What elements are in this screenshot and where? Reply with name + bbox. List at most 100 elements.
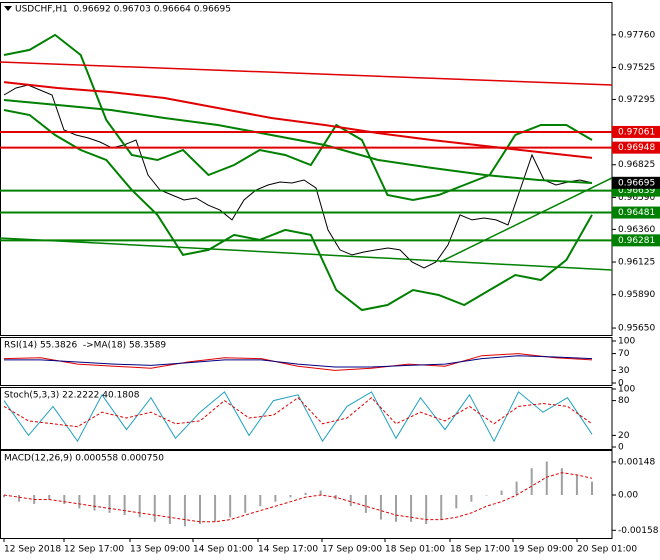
series-line: [3, 397, 593, 428]
level-label: 0.96281: [618, 236, 655, 246]
level-box: [612, 141, 660, 154]
macd-bar: [440, 495, 443, 520]
y-tick-label: 0.96125: [618, 258, 655, 268]
y-tick-label: 0.97295: [618, 95, 655, 105]
panel-title: Stoch(5,3,3) 22.2222 40.1808: [4, 391, 140, 401]
series-line: [3, 472, 593, 523]
trendline: [0, 61, 613, 86]
y-tick-label: 0.96825: [618, 160, 655, 170]
macd-bar: [410, 495, 413, 522]
macd-bar: [364, 495, 367, 513]
symbol-icon: [4, 6, 12, 11]
panel-title: RSI(14) 55.3826 ->MA(18) 58.3589: [4, 341, 166, 351]
macd-bar: [3, 495, 5, 498]
x-tick-label: 13 Sep 09:00: [130, 545, 190, 555]
macd-bar: [244, 495, 247, 513]
macd-bar: [304, 492, 307, 496]
y-tick-label: 0.97525: [618, 63, 655, 73]
chart-header: USDCHF,H1 0.96692 0.96703 0.96664 0.9669…: [15, 5, 231, 15]
price-box: [612, 176, 660, 189]
y-tick-label: 0.96590: [618, 193, 655, 203]
x-tick-label: 18 Sep 01:00: [385, 545, 445, 555]
macd-bar: [425, 495, 428, 525]
x-tick-label: 17 Sep 09:00: [322, 545, 382, 555]
macd-bar: [214, 495, 217, 522]
y-tick-label: 30: [618, 366, 630, 376]
x-tick-label: 12 Sep 17:00: [64, 545, 124, 555]
macd-bar: [591, 481, 593, 496]
macd-bar: [545, 461, 548, 496]
y-tick-label: 0.96360: [618, 225, 655, 235]
trendline: [0, 237, 613, 271]
series-line: [3, 84, 593, 269]
panel-frame: [0, 2, 613, 336]
y-tick-label: 100: [618, 337, 635, 347]
y-tick-label: 20: [618, 431, 630, 441]
macd-bar: [455, 495, 458, 509]
y-tick-label: 100: [618, 385, 635, 395]
macd-bar: [78, 495, 81, 509]
x-tick-label: 14 Sep 17:00: [258, 545, 318, 555]
macd-bar: [470, 495, 473, 502]
macd-bar: [229, 495, 232, 518]
macd-bar: [289, 495, 292, 498]
macd-bar: [108, 495, 111, 513]
y-tick-label: 0.00148: [618, 457, 655, 467]
panel-frame: [0, 387, 613, 450]
current-price: 0.96695: [618, 178, 655, 188]
x-tick-label: 20 Sep 01:00: [577, 545, 637, 555]
x-tick-label: 14 Sep 01:00: [193, 545, 253, 555]
y-tick-label: 80: [618, 396, 630, 406]
series-line: [3, 353, 593, 371]
macd-bar: [48, 495, 51, 500]
y-tick-label: 0.95890: [618, 290, 655, 300]
macd-bar: [515, 481, 518, 496]
macd-bar: [18, 495, 21, 502]
level-label: 0.96481: [618, 208, 655, 218]
y-tick-label: 0.97760: [618, 30, 655, 40]
macd-bar: [153, 495, 156, 522]
panel-frame: [0, 450, 613, 539]
series-line: [3, 99, 593, 184]
level-label: 0.97061: [618, 127, 655, 137]
macd-bar: [199, 495, 201, 525]
macd-bar: [560, 468, 563, 496]
macd-bar: [93, 495, 96, 511]
x-tick-label: 18 Sep 17:00: [450, 545, 510, 555]
macd-bar: [379, 495, 382, 520]
panel-title: MACD(12,26,9) 0.000558 0.000750: [4, 454, 164, 464]
panel-frame: [0, 337, 613, 386]
macd-bar: [575, 474, 578, 496]
macd-bar: [319, 490, 322, 496]
macd-bar: [274, 495, 277, 502]
macd-bar: [123, 495, 126, 516]
macd-bar: [168, 495, 171, 525]
macd-bar: [500, 490, 503, 496]
series-line: [3, 391, 593, 443]
y-tick-label: 0: [618, 379, 624, 389]
level-box: [612, 234, 660, 247]
macd-bar: [259, 495, 262, 507]
level-box: [612, 206, 660, 219]
y-tick-label: -0.00158: [618, 526, 659, 536]
x-tick-label: 12 Sep 2018: [4, 545, 61, 555]
macd-bar: [63, 495, 66, 504]
x-tick-label: 19 Sep 09:00: [513, 545, 573, 555]
y-tick-label: 0: [618, 443, 624, 453]
level-label: 0.96639: [618, 186, 655, 196]
macd-bar: [485, 495, 488, 496]
macd-bar: [138, 495, 141, 518]
series-line: [4, 355, 593, 368]
trendline: [439, 177, 613, 263]
series-line: [3, 109, 593, 312]
y-tick-label: 0.00: [618, 491, 638, 501]
macd-bar: [183, 495, 186, 527]
level-box: [612, 125, 660, 138]
macd-bar: [349, 495, 352, 507]
y-tick-label: 70: [618, 349, 630, 359]
macd-bar: [530, 468, 533, 496]
y-tick-label: 0.95650: [618, 324, 655, 334]
level-label: 0.96948: [618, 143, 655, 153]
